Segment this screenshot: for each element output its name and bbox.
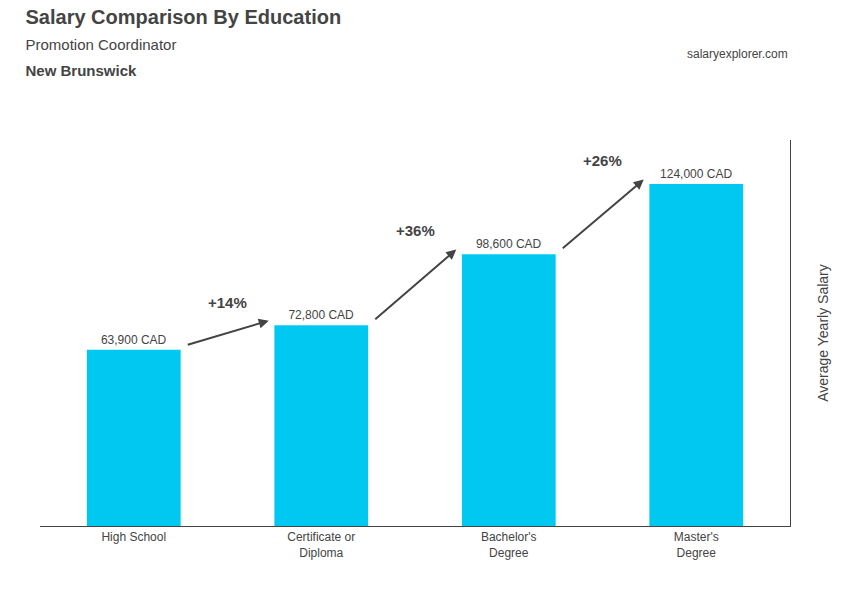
svg-text:+26%: +26% xyxy=(583,152,622,169)
svg-text:72,800 CAD: 72,800 CAD xyxy=(288,308,354,322)
svg-text:124,000 CAD: 124,000 CAD xyxy=(660,167,732,181)
svg-text:Salary Comparison By Education: Salary Comparison By EducationPromotion … xyxy=(26,6,342,79)
svg-text:Average Yearly Salary: Average Yearly Salary xyxy=(815,264,831,402)
svg-text:98,600 CAD: 98,600 CAD xyxy=(476,237,542,251)
svg-text:Master'sDegree: Master'sDegree xyxy=(674,530,719,560)
svg-text:Certificate orDiploma: Certificate orDiploma xyxy=(287,530,355,560)
svg-text:+36%: +36% xyxy=(396,222,435,239)
svg-text:Bachelor'sDegree: Bachelor'sDegree xyxy=(481,530,537,560)
svg-text:High School: High School xyxy=(101,530,166,544)
svg-text:63,900 CAD: 63,900 CAD xyxy=(101,333,167,347)
svg-text:salaryexplorer.com: salaryexplorer.com xyxy=(687,47,788,61)
svg-text:+14%: +14% xyxy=(208,294,247,311)
